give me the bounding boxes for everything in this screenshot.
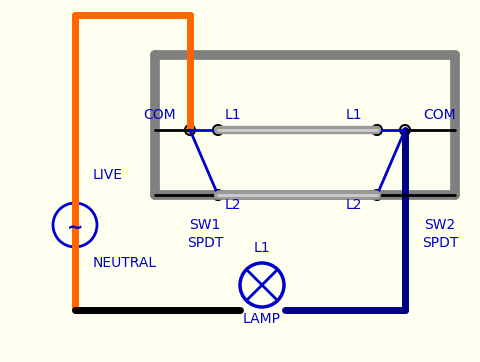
- Text: ~: ~: [67, 218, 83, 236]
- Text: L1: L1: [225, 108, 241, 122]
- Text: COM: COM: [144, 108, 176, 122]
- Circle shape: [371, 125, 381, 135]
- Text: L2: L2: [225, 198, 241, 212]
- Text: L1: L1: [345, 108, 361, 122]
- Circle shape: [213, 190, 223, 200]
- Text: LIVE: LIVE: [93, 168, 123, 182]
- Text: L1: L1: [253, 241, 270, 255]
- Circle shape: [399, 125, 409, 135]
- Text: LAMP: LAMP: [242, 312, 280, 326]
- Circle shape: [371, 190, 381, 200]
- Circle shape: [213, 125, 223, 135]
- Text: COM: COM: [423, 108, 456, 122]
- Text: NEUTRAL: NEUTRAL: [93, 256, 157, 270]
- Text: SW1
SPDT: SW1 SPDT: [186, 218, 223, 251]
- Text: L2: L2: [345, 198, 361, 212]
- Circle shape: [185, 125, 194, 135]
- Text: SW2
SPDT: SW2 SPDT: [421, 218, 457, 251]
